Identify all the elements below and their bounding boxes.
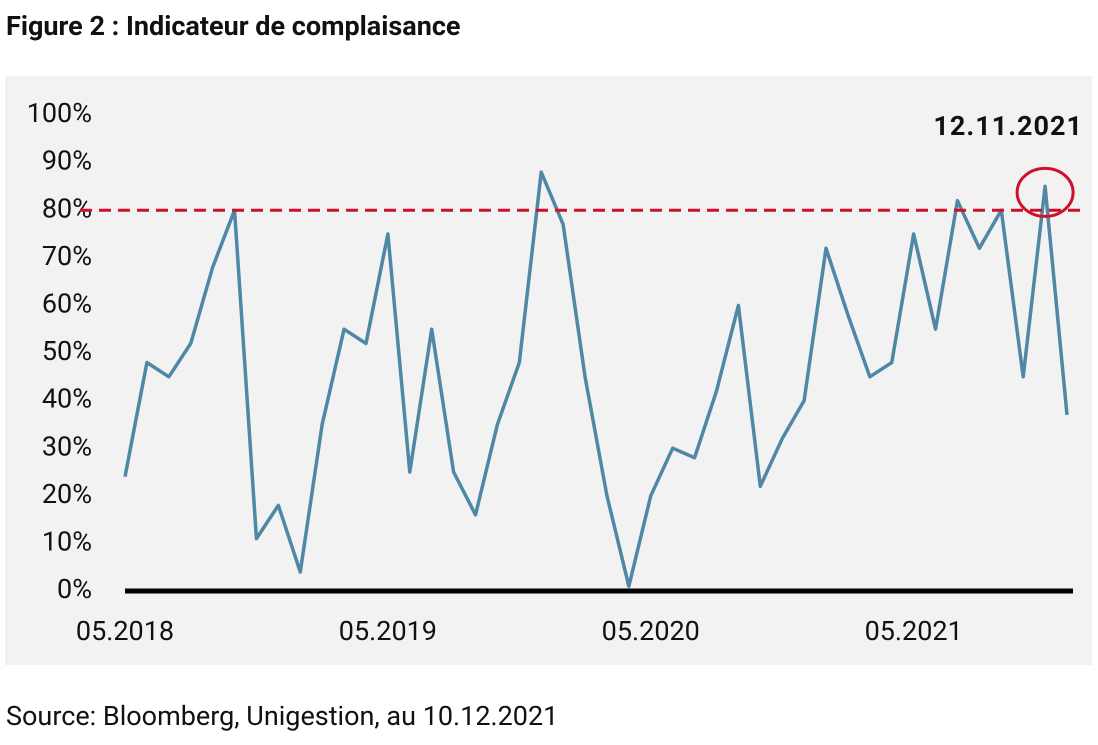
x-tick-label: 05.2020 <box>602 615 700 647</box>
y-tick-label: 40% <box>42 383 92 415</box>
y-tick-label: 50% <box>42 335 92 367</box>
y-tick-label: 30% <box>42 430 92 462</box>
annotation-circle <box>1015 166 1075 218</box>
annotation-label: 12.11.2021 <box>933 110 1083 142</box>
y-tick-label: 60% <box>42 288 92 320</box>
x-tick-label: 05.2021 <box>865 615 963 647</box>
y-tick-label: 100% <box>27 97 92 129</box>
chart-title: Figure 2 : Indicateur de complaisance <box>6 10 461 42</box>
source-note: Source: Bloomberg, Unigestion, au 10.12.… <box>6 700 558 732</box>
y-tick-label: 90% <box>42 145 92 177</box>
y-tick-label: 10% <box>42 526 92 558</box>
data-line <box>123 170 1069 588</box>
x-tick-label: 05.2019 <box>339 615 437 647</box>
y-tick-label: 20% <box>42 478 92 510</box>
y-tick-label: 80% <box>42 192 92 224</box>
x-tick-label: 05.2018 <box>76 615 174 647</box>
y-tick-label: 0% <box>57 573 92 605</box>
plot-background <box>5 76 1092 665</box>
y-tick-label: 70% <box>42 240 92 272</box>
